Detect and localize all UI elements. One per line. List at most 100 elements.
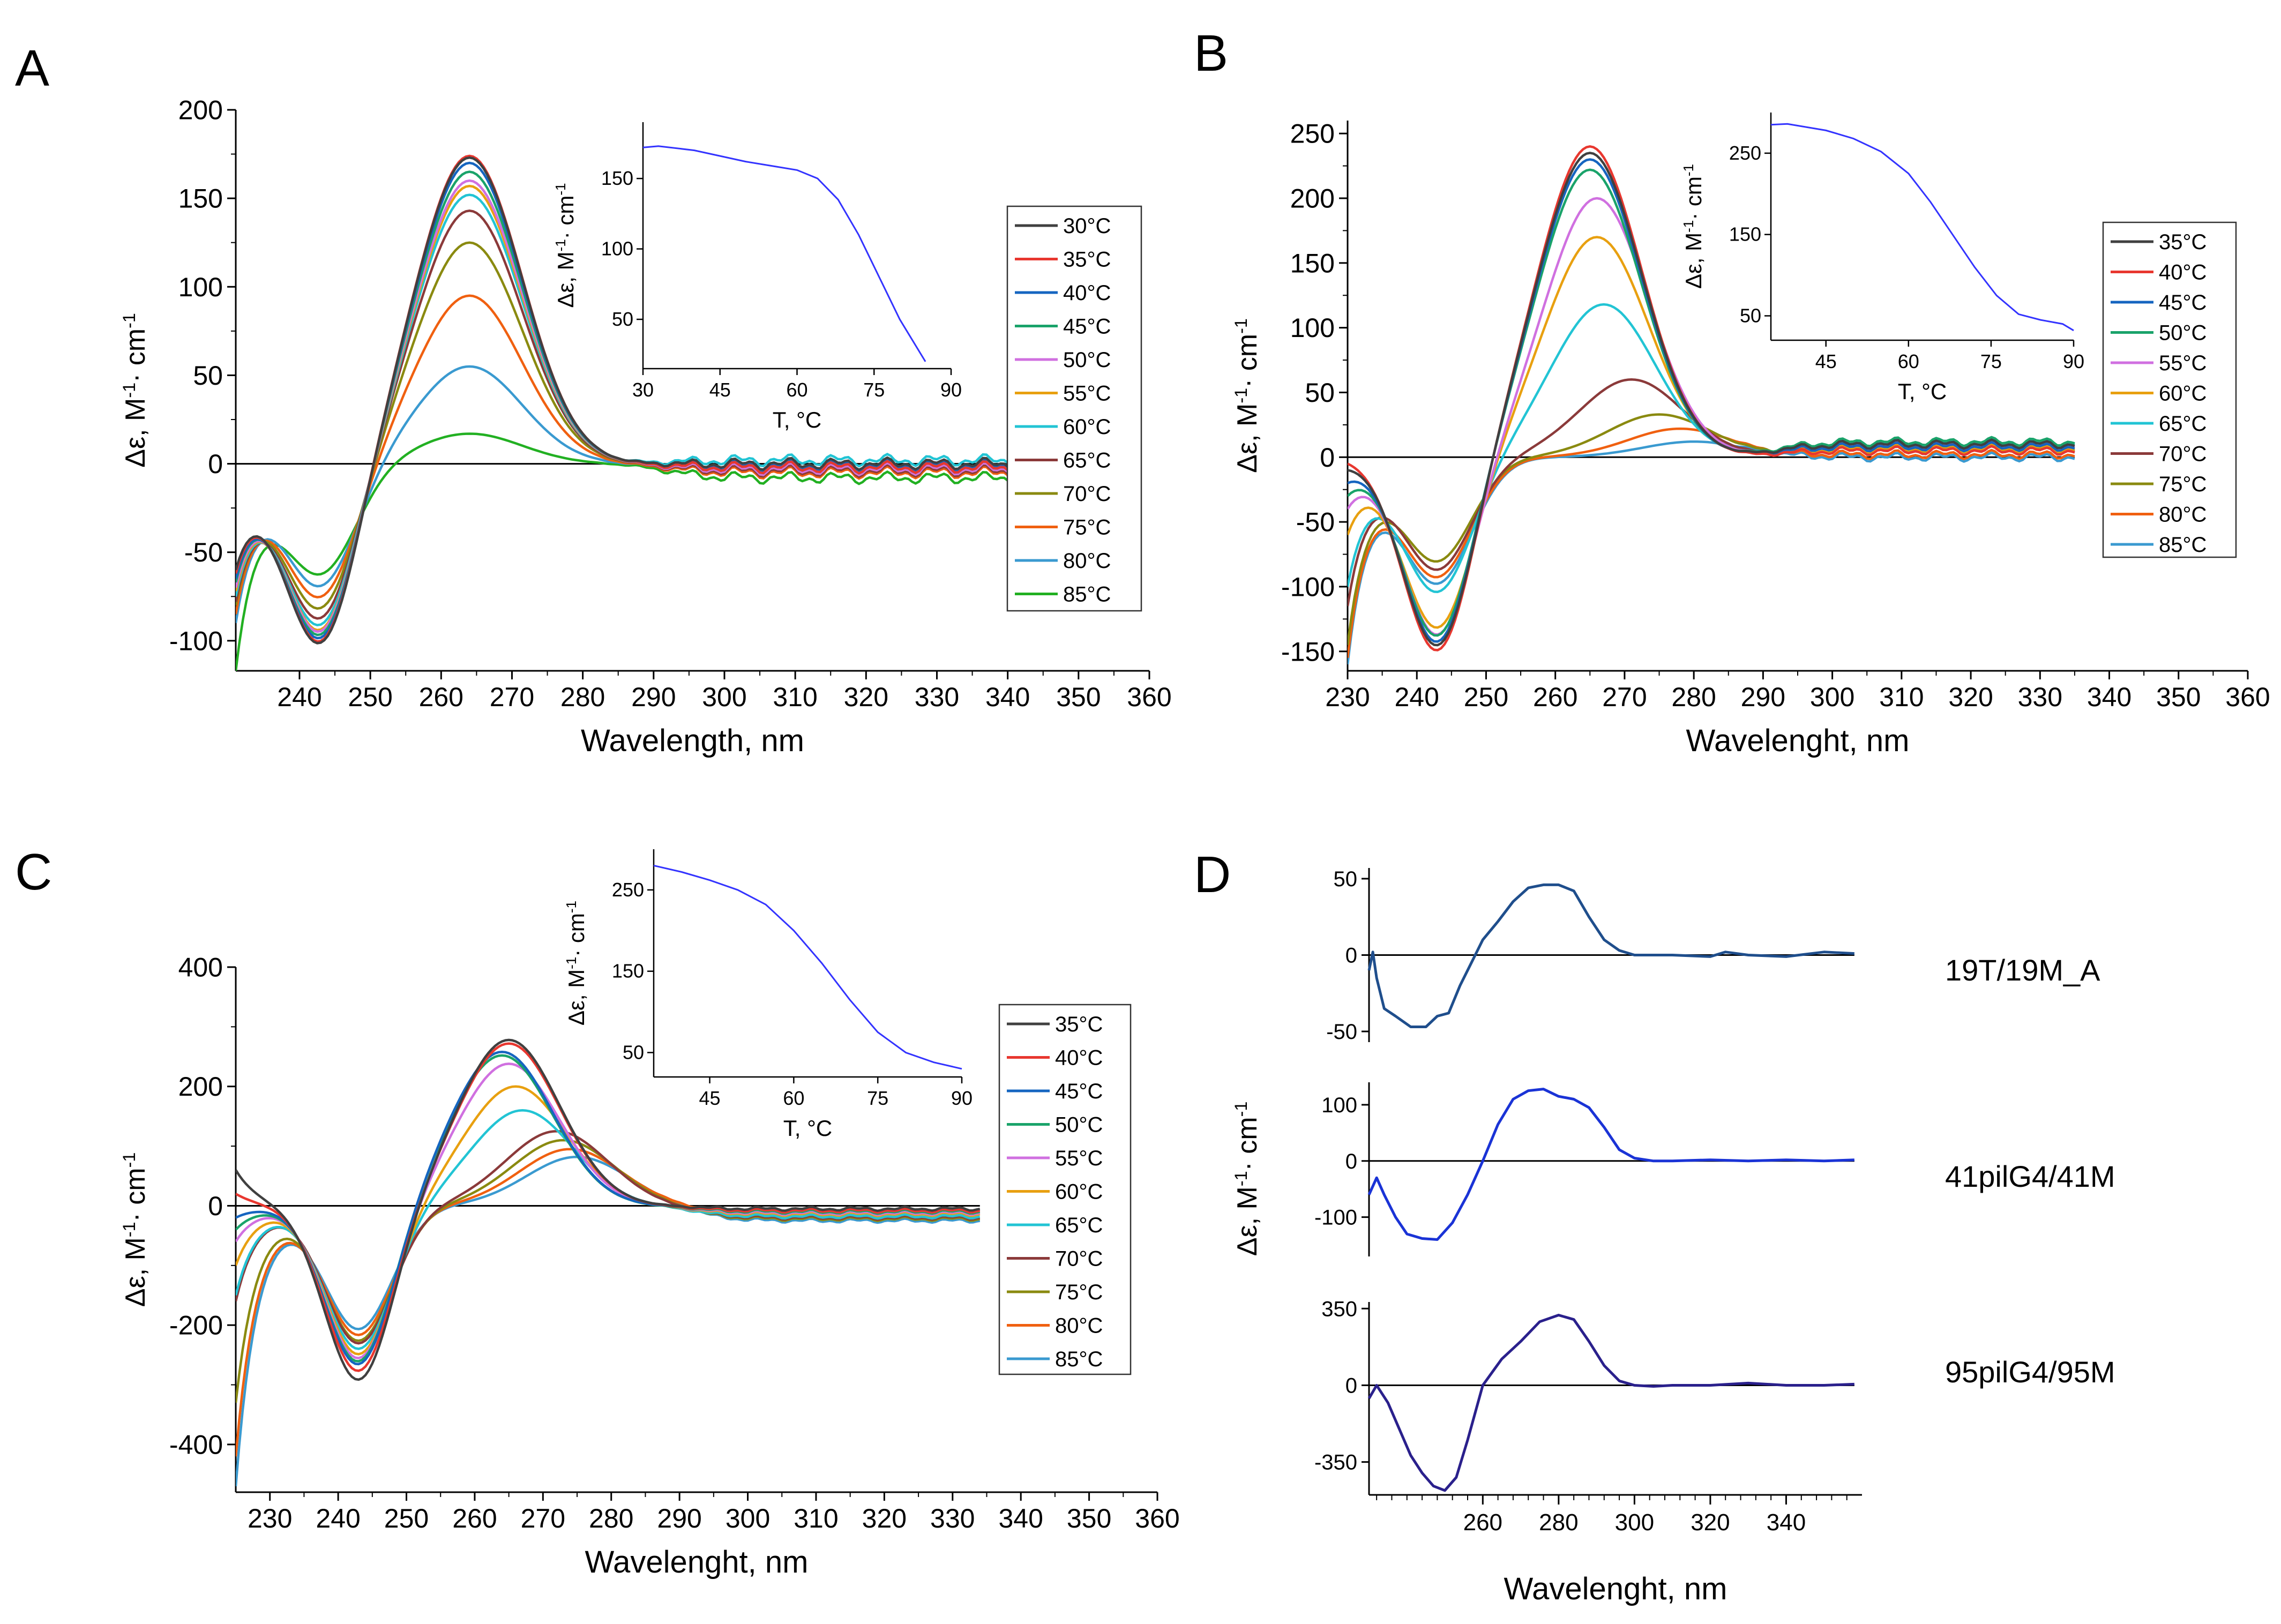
x-tick-label: 270: [1602, 682, 1647, 712]
y-axis-label: Δε, M-1· cm-1: [563, 901, 589, 1026]
legend-entry: 80°C: [2159, 503, 2207, 527]
inset-y-tick-label: 50: [612, 308, 633, 330]
panel-a: 240 250 260 270 280 290 300 310 320 330 340 350 360-…: [119, 95, 1172, 759]
x-tick-label: 320: [1691, 1509, 1730, 1536]
x-tick-label: 310: [794, 1503, 838, 1533]
inset-x-axis-label: T, °C: [773, 407, 821, 432]
inset-x-tick-label: 60: [786, 379, 807, 401]
legend-entry: 40°C: [1063, 281, 1111, 305]
y-tick-label: 200: [1290, 183, 1335, 213]
x-tick-label: 350: [1056, 682, 1101, 712]
x-tick-label: 250: [348, 682, 392, 712]
inset-x-axis-label: T, °C: [1898, 379, 1947, 404]
x-tick-label: 240: [1395, 682, 1439, 712]
x-tick-label: 330: [930, 1503, 975, 1533]
subplot-label: 19T/19M_A: [1945, 953, 2100, 987]
x-axis-label: Wavelength, nm: [581, 723, 804, 758]
y-tick-label: -200: [169, 1311, 223, 1341]
y-tick-label: -100: [169, 626, 223, 656]
x-tick-label: 290: [1741, 682, 1785, 712]
legend-entry: 35°C: [1063, 248, 1111, 272]
inset-chart: 30 45 60 75 90 50 100 150 T, °C Δε, M-1· cm-1: [552, 122, 962, 432]
x-tick-label: 320: [844, 682, 888, 712]
inset-x-tick-label: 90: [2063, 350, 2084, 372]
x-tick-label: 340: [2087, 682, 2132, 712]
y-tick-label: 350: [1321, 1297, 1357, 1321]
y-tick-label: 200: [178, 1072, 223, 1102]
y-tick-label: 0: [208, 1191, 223, 1221]
inset-x-tick-label: 75: [863, 379, 885, 401]
x-tick-label: 280: [589, 1503, 633, 1533]
inset-x-tick-label: 90: [951, 1087, 973, 1109]
x-tick-label: 330: [915, 682, 959, 712]
series-line: [236, 365, 1015, 624]
legend-entry: 40°C: [2159, 261, 2207, 285]
series-line: [236, 1038, 981, 1381]
panel-letter-a: A: [15, 40, 49, 97]
legend-entry: 45°C: [1063, 315, 1111, 339]
y-tick-label: 100: [1321, 1094, 1357, 1117]
legend: 35°C 40°C 45°C 50°C 55°C 60°C 65°C 70°C 75°C 80°C…: [998, 1004, 1132, 1375]
legend: 35°C 40°C 45°C 50°C 55°C 60°C 65°C 70°C 75°C 80°C…: [2102, 221, 2237, 558]
y-tick-label: 100: [1290, 313, 1335, 343]
x-tick-label: 260: [1463, 1509, 1502, 1536]
x-tick-label: 290: [631, 682, 676, 712]
inset-x-tick-label: 30: [632, 379, 654, 401]
subplot-label: 95pilG4/95M: [1945, 1355, 2115, 1389]
legend-entry: 60°C: [1055, 1180, 1103, 1204]
legend-entry: 80°C: [1063, 549, 1111, 573]
panel-b: 230 240 250 260 270 280 290 300 310 320 330 340 350 3…: [1231, 113, 2270, 758]
x-tick-label: 310: [773, 682, 817, 712]
panel-letter-b: B: [1194, 25, 1228, 82]
legend-entry: 70°C: [1063, 482, 1111, 506]
y-tick-label: 100: [178, 272, 223, 302]
inset-y-tick-label: 50: [1740, 304, 1761, 326]
y-axis-label: Δε, M-1· cm-1: [119, 1152, 151, 1307]
inset-x-tick-label: 45: [709, 379, 731, 401]
x-tick-label: 240: [316, 1503, 360, 1533]
inset-x-tick-label: 60: [1898, 350, 1919, 372]
x-tick-label: 300: [1810, 682, 1854, 712]
y-tick-label: -100: [1314, 1206, 1357, 1230]
legend-box: [2102, 221, 2237, 558]
legend-entry: 75°C: [1063, 516, 1111, 540]
panel-letter-d: D: [1194, 846, 1231, 903]
legend: 30°C 35°C 40°C 45°C 50°C 55°C 60°C 65°C 70°C 75°C…: [1006, 205, 1142, 612]
series-line: [1348, 145, 2075, 652]
series-line: [236, 156, 1015, 645]
legend-entry: 55°C: [1063, 382, 1111, 406]
x-tick-label: 230: [248, 1503, 292, 1533]
x-tick-label: 280: [560, 682, 605, 712]
x-tick-label: 360: [1127, 682, 1171, 712]
legend-entry: 60°C: [2159, 382, 2207, 406]
y-tick-label: -350: [1314, 1451, 1357, 1475]
panel-letter-c: C: [15, 843, 52, 901]
x-tick-label: 320: [1948, 682, 1993, 712]
x-tick-label: 340: [1767, 1509, 1806, 1536]
x-tick-label: 240: [277, 682, 321, 712]
inset-melting-curve: [642, 145, 926, 362]
legend-entry: 75°C: [1055, 1281, 1103, 1304]
y-tick-label: 50: [1334, 867, 1358, 891]
legend-entry: 50°C: [1055, 1113, 1103, 1137]
series-line: [236, 161, 1015, 640]
x-tick-label: 250: [384, 1503, 429, 1533]
x-tick-label: 340: [998, 1503, 1043, 1533]
inset-chart: 45 60 75 90 50 150 250 T, °C Δε, M-1· cm-1: [1680, 113, 2084, 404]
y-tick-label: 150: [1290, 248, 1335, 278]
y-tick-label: 200: [178, 95, 223, 125]
y-tick-label: 0: [208, 449, 223, 479]
legend-entry: 85°C: [1055, 1348, 1103, 1371]
x-tick-label: 270: [521, 1503, 565, 1533]
series-group: [1348, 145, 2075, 665]
legend-entry: 35°C: [1055, 1013, 1103, 1036]
x-tick-label: 260: [452, 1503, 497, 1533]
x-tick-label: 270: [490, 682, 534, 712]
series-line: [1367, 1314, 1854, 1492]
y-axis-label: Δε, M-1· cm-1: [1231, 318, 1263, 473]
x-tick-label: 300: [1615, 1509, 1654, 1536]
series-line: [1367, 883, 1854, 1028]
x-tick-label: 300: [726, 1503, 770, 1533]
inset-melting-curve: [1770, 123, 2074, 332]
